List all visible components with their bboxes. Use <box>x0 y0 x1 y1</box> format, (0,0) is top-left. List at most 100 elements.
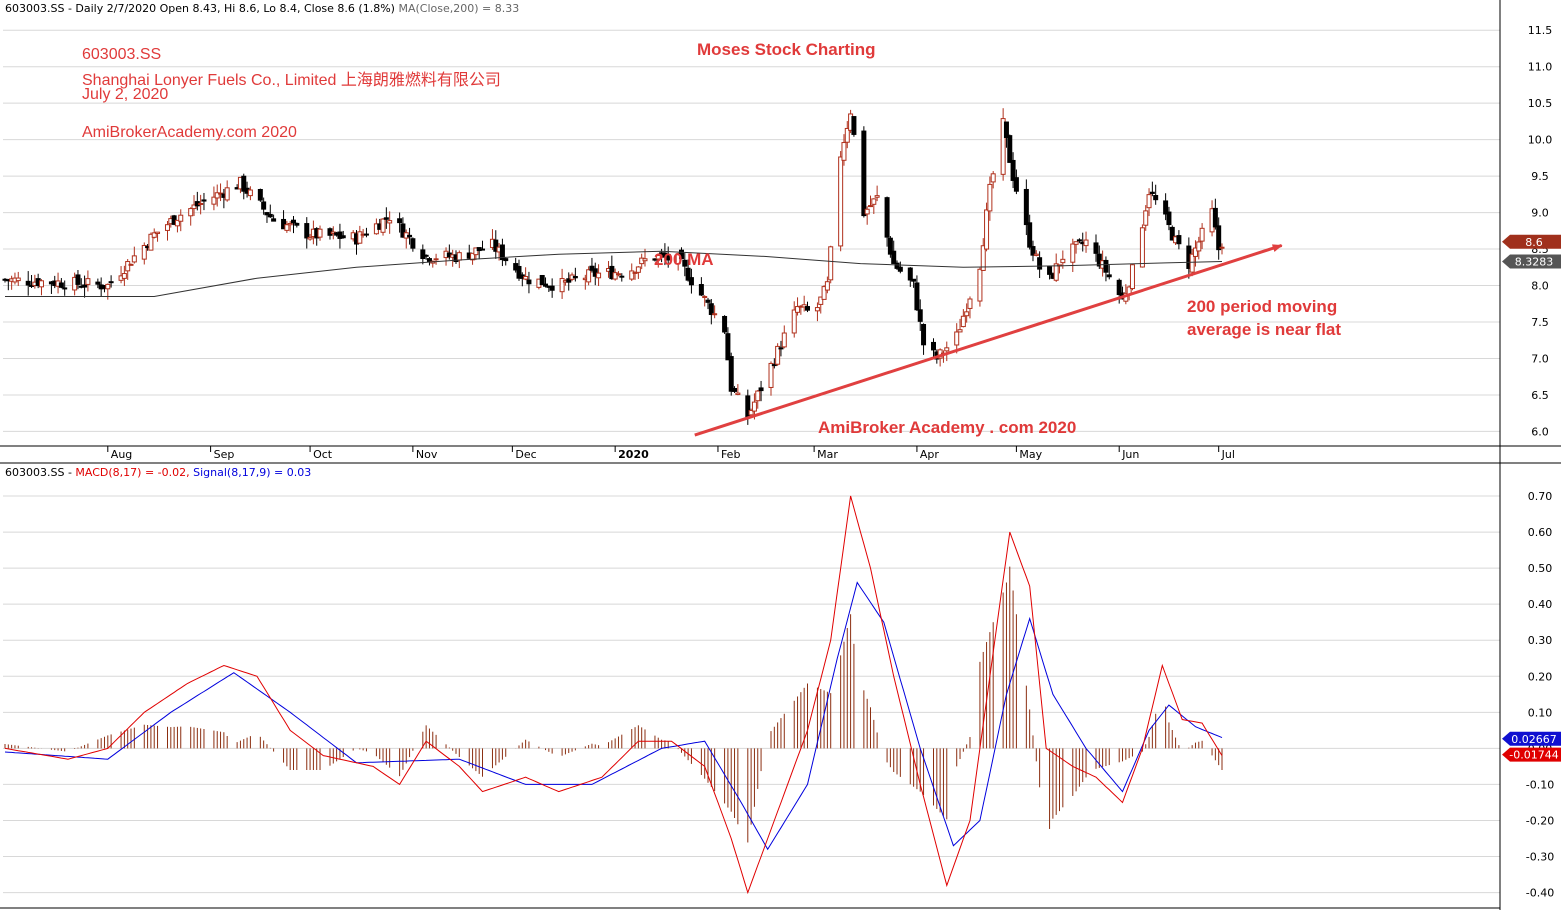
candle-body <box>380 218 386 233</box>
candle-body <box>821 286 827 300</box>
candle-body <box>174 219 180 227</box>
candle-body <box>38 280 44 288</box>
price-tick-label: 8.0 <box>1531 280 1549 293</box>
macd-header-signal: Signal(8,17,9) = 0.03 <box>193 466 312 479</box>
candle-body <box>1216 225 1222 251</box>
candle-body <box>751 401 757 412</box>
candle-body <box>340 235 346 239</box>
candle-body <box>1166 211 1172 226</box>
candle-body <box>954 331 960 346</box>
x-tick-label: Oct <box>313 448 333 461</box>
candle-body <box>317 228 323 238</box>
candle-body <box>224 187 230 201</box>
header-ma: MA(Close,200) = 8.33 <box>398 2 520 15</box>
price-tick-label: 6.0 <box>1531 425 1549 438</box>
candle-body <box>516 265 522 279</box>
candle-body <box>771 364 777 367</box>
price-tick-label: 9.0 <box>1531 207 1549 220</box>
candle-body <box>911 278 917 282</box>
candle-body <box>290 219 296 224</box>
candle-body <box>867 205 873 208</box>
candle-body <box>1196 241 1202 252</box>
candle-body <box>838 156 844 247</box>
candle-body <box>781 332 787 348</box>
macd-tick-label: -0.10 <box>1526 778 1554 791</box>
macd-tick-label: 0.50 <box>1528 562 1553 575</box>
price-tick-label: 10.5 <box>1528 97 1553 110</box>
candle-body <box>990 173 996 183</box>
candle-body <box>682 259 688 267</box>
candle-body <box>1076 239 1082 242</box>
macd-tick-label: 0.40 <box>1528 598 1553 611</box>
candle-body <box>1053 263 1059 281</box>
candle-body <box>1070 243 1076 263</box>
candle-body <box>164 224 170 231</box>
candle-body <box>960 315 966 328</box>
candle-body <box>470 252 476 261</box>
candle-body <box>1003 121 1009 138</box>
candle-body <box>1169 226 1175 241</box>
candle-body <box>642 258 648 262</box>
x-tick-label: Mar <box>817 448 838 461</box>
ma200-line <box>5 250 1223 297</box>
macd-pane-header: 603003.SS - MACD(8,17) = -0.02, Signal(8… <box>5 466 312 479</box>
candle-body <box>917 309 923 322</box>
candle-body <box>705 299 711 303</box>
candle-body <box>722 315 728 333</box>
candle-body <box>1192 247 1198 257</box>
candle-body <box>549 285 555 291</box>
candle-body <box>841 142 847 161</box>
candle-body <box>85 278 91 285</box>
candle-body <box>433 258 439 261</box>
candle-body <box>247 189 253 197</box>
candle-body <box>397 218 403 224</box>
trendline <box>694 243 1283 437</box>
note-line-2: average is near flat <box>1187 320 1342 339</box>
axes: 6.06.57.07.58.08.59.09.510.010.511.011.5… <box>107 24 1561 900</box>
candle-body <box>1007 135 1013 163</box>
candle-body <box>566 278 572 283</box>
candle-body <box>619 275 625 278</box>
candle-body <box>15 277 21 282</box>
candle-body <box>818 296 824 305</box>
candle-body <box>1116 279 1122 296</box>
candle-body <box>1176 235 1182 245</box>
candle-body <box>1096 253 1102 267</box>
candle-body <box>778 347 784 350</box>
candle-body <box>864 208 870 215</box>
candle-body <box>735 392 741 395</box>
annotation-date: July 2, 2020 <box>82 86 169 103</box>
candle-body <box>1153 194 1159 201</box>
price-tick-label: 10.0 <box>1528 134 1553 147</box>
signal-marker-bg <box>1502 731 1561 746</box>
candle-body <box>1212 207 1218 228</box>
candle-body <box>1143 210 1149 226</box>
candle-body <box>775 345 781 365</box>
candle-body <box>526 279 532 285</box>
price-tick-label: 7.0 <box>1531 352 1549 365</box>
candle-body <box>473 247 479 256</box>
candle-body <box>211 196 217 205</box>
annotation-ticker: 603003.SS <box>82 46 162 63</box>
price-pane-header: 603003.SS - Daily 2/7/2020 Open 8.43, Hi… <box>5 2 519 15</box>
candle-body <box>907 267 913 281</box>
candle-body <box>420 249 426 260</box>
candle-body <box>307 236 313 240</box>
candle-body <box>214 192 220 199</box>
macd-tick-label: 0.30 <box>1528 634 1553 647</box>
x-tick-label: Jul <box>1221 448 1235 461</box>
signal-marker: 0.02667 <box>1511 733 1557 746</box>
candle-body <box>708 303 714 315</box>
header-symbol: 603003.SS <box>5 2 65 15</box>
annotation-company: Shanghai Lonyer Fuels Co., Limited 上海朗雅燃… <box>82 72 501 89</box>
header-info: - Daily 2/7/2020 Open 8.43, Hi 8.6, Lo 8… <box>67 2 395 15</box>
candle-body <box>851 116 857 135</box>
price-tick-label: 7.5 <box>1531 316 1549 329</box>
candle-body <box>410 238 416 249</box>
macd-line <box>4 495 1223 895</box>
candle-body <box>665 253 671 261</box>
candle-body <box>1060 258 1066 264</box>
candle-body <box>1010 159 1016 181</box>
candle-body <box>178 214 184 222</box>
